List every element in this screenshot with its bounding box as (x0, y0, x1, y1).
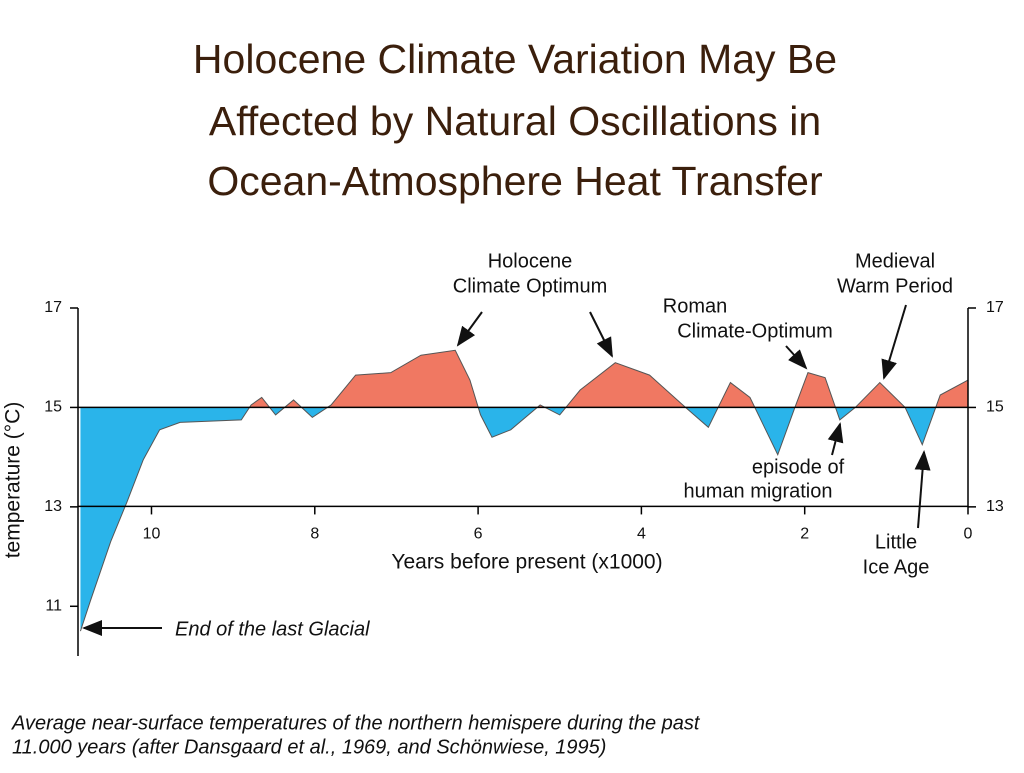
title-line: Ocean-Atmosphere Heat Transfer (207, 158, 822, 204)
caption: 11.000 years (after Dansgaard et al., 19… (12, 736, 606, 758)
annotation: Medieval (855, 250, 935, 272)
x-tick-label: 6 (474, 526, 483, 543)
y2-tick-label: 13 (986, 498, 1004, 515)
arrow (881, 304, 907, 380)
caption: Average near-surface temperatures of the… (11, 712, 701, 734)
area-above (249, 350, 968, 408)
x-tick-label: 4 (637, 526, 646, 543)
arrow (785, 345, 808, 370)
x-axis-label: Years before present (x1000) (391, 551, 662, 574)
y-tick-label: 11 (45, 598, 62, 615)
annotation: Warm Period (837, 275, 953, 297)
annotation: Climate-Optimum (677, 320, 833, 342)
x-tick-label: 0 (964, 526, 973, 543)
plot: 11 13 15 17 13 15 17 10 8 6 4 2 0 Years before presen… (2, 299, 1004, 656)
annotation: human migration (684, 480, 833, 502)
y-tick-label: 15 (44, 399, 62, 416)
title-line: Holocene Climate Variation May Be (193, 36, 837, 82)
annotation: Roman (663, 295, 727, 317)
y2-tick-label: 15 (986, 399, 1004, 416)
x-tick-label: 8 (310, 526, 319, 543)
arrow (589, 311, 613, 358)
x-tick-label: 10 (143, 526, 161, 543)
annotation: Ice Age (863, 556, 930, 578)
annotation: End of the last Glacial (175, 618, 370, 640)
arrow (827, 422, 844, 456)
arrow (456, 311, 483, 347)
annotation: episode of (752, 456, 845, 478)
annotation: Climate Optimum (453, 275, 607, 297)
y2-tick-label: 17 (986, 299, 1004, 316)
temperature-line (79, 349, 969, 632)
y-tick-label: 17 (44, 299, 62, 316)
y-tick-label: 13 (44, 498, 62, 515)
annotation: Holocene (488, 250, 573, 272)
y-axis-label: temperature (°C) (2, 402, 25, 559)
title-line: Affected by Natural Oscillations in (209, 98, 821, 144)
annotation: Little (875, 531, 917, 553)
x-tick-label: 2 (800, 526, 809, 543)
arrow (914, 450, 931, 529)
area-below (80, 407, 968, 632)
